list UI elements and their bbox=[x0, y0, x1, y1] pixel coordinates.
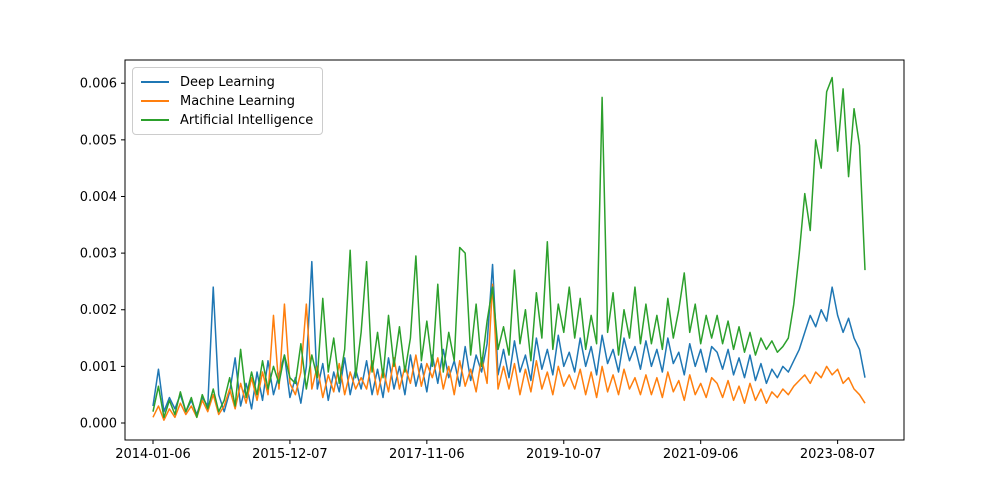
y-tick-label: 0.002 bbox=[80, 303, 117, 318]
x-tick-label: 2023-08-07 bbox=[800, 447, 876, 462]
x-tick-label: 2017-11-06 bbox=[389, 447, 465, 462]
y-tick-label: 0.004 bbox=[80, 190, 117, 205]
deep-learning-line-swatch bbox=[141, 81, 169, 83]
y-tick-label: 0.000 bbox=[80, 417, 117, 432]
legend-item-deep-learning: Deep Learning bbox=[141, 73, 314, 91]
legend-label: Machine Learning bbox=[180, 93, 295, 109]
plot-frame bbox=[124, 59, 905, 441]
series-line-artificial-intelligence bbox=[152, 76, 866, 419]
x-tick-label: 2019-10-07 bbox=[526, 447, 602, 462]
series-line-deep-learning bbox=[152, 260, 866, 416]
series-line-machine-learning bbox=[152, 283, 866, 421]
legend-label: Deep Learning bbox=[180, 74, 275, 90]
artificial-intelligence-line-swatch bbox=[141, 119, 169, 121]
legend: Deep Learning Machine Learning Artificia… bbox=[132, 67, 323, 135]
y-tick-label: 0.005 bbox=[80, 133, 117, 148]
legend-item-machine-learning: Machine Learning bbox=[141, 92, 314, 110]
x-tick-label: 2015-12-07 bbox=[252, 447, 328, 462]
legend-label: Artificial Intelligence bbox=[180, 112, 314, 128]
y-tick-label: 0.006 bbox=[80, 77, 117, 92]
x-tick-label: 2014-01-06 bbox=[115, 447, 191, 462]
y-tick-label: 0.003 bbox=[80, 247, 117, 262]
legend-item-artificial-intelligence: Artificial Intelligence bbox=[141, 111, 314, 129]
y-tick-label: 0.001 bbox=[80, 360, 117, 375]
x-tick-label: 2021-09-06 bbox=[663, 447, 739, 462]
machine-learning-line-swatch bbox=[141, 100, 169, 102]
